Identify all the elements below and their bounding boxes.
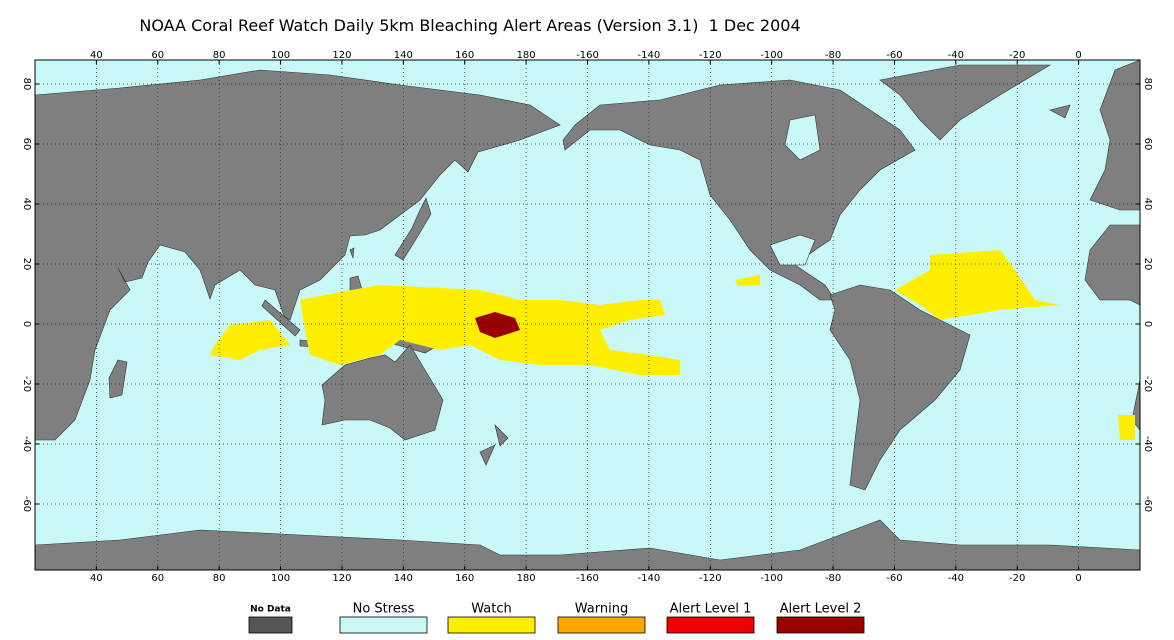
x-tick-label: 40 [90,50,103,61]
y-tick-label: 40 [21,198,32,211]
x-tick-label: 0 [1075,50,1081,61]
x-tick-label: 0 [1075,573,1081,584]
legend-label: Alert Level 1 [670,602,752,617]
alert-areas [210,250,1135,440]
iceland [1049,104,1071,119]
x-tick-label: -80 [825,50,841,61]
australia [321,344,444,441]
y-tick-label: -20 [21,376,32,392]
x-tick-label: -120 [699,573,722,584]
hudson-bay [784,114,821,161]
map-frame [34,59,1141,571]
legend-label: No Data [250,605,291,615]
y-tick-label: 0 [21,321,32,327]
watch-area [210,320,290,360]
x-tick-label: 60 [151,50,164,61]
sumatra [261,299,301,337]
y-tick-label: -20 [1142,376,1153,392]
x-tick-label: 180 [517,573,536,584]
y-tick-label: 20 [21,258,32,271]
x-tick-label: -40 [948,573,964,584]
x-tick-label: 80 [213,573,226,584]
x-tick-label: 140 [394,50,413,61]
map-title: NOAA Coral Reef Watch Daily 5km Bleachin… [139,16,801,35]
x-tick-label: 160 [455,50,474,61]
y-tick-label: 80 [1142,78,1153,91]
graticule: 40 40 60 60 80 80 100 100 120 120 140 140 160 160 180 1… [21,50,1153,584]
x-tick-label: -140 [638,573,661,584]
legend-swatch [248,616,293,634]
x-tick-label: 40 [90,573,103,584]
y-tick-label: 0 [1142,321,1153,327]
x-tick-label: -100 [760,573,783,584]
legend-swatch [666,616,755,634]
alert-area [475,312,520,338]
gulf-of-mexico [769,234,816,266]
x-tick-label: 160 [455,573,474,584]
x-tick-label: 180 [517,50,536,61]
y-tick-label: -60 [1142,496,1153,512]
legend-swatch [776,616,865,634]
new-zealand [479,424,509,466]
x-tick-label: -160 [576,50,599,61]
x-tick-label: 120 [332,50,351,61]
legend-swatch [447,616,536,634]
x-tick-label: -140 [638,50,661,61]
y-tick-label: 60 [21,138,32,151]
legend-swatch [557,616,646,634]
x-tick-label: 80 [213,50,226,61]
y-tick-label: 40 [1142,198,1153,211]
x-tick-label: -120 [699,50,722,61]
y-tick-label: -40 [1142,436,1153,452]
x-tick-label: 100 [271,573,290,584]
y-tick-label: 80 [21,78,32,91]
y-tick-label: -40 [21,436,32,452]
x-tick-label: 140 [394,573,413,584]
x-tick-label: -20 [1009,50,1025,61]
taiwan [349,247,355,259]
y-tick-label: 20 [1142,258,1153,271]
y-tick-label: -60 [21,496,32,512]
x-tick-label: -100 [760,50,783,61]
south-america [829,284,971,491]
x-tick-label: -60 [886,573,902,584]
x-tick-label: -40 [948,50,964,61]
x-tick-label: -160 [576,573,599,584]
x-tick-label: -20 [1009,573,1025,584]
legend-label: Watch [471,602,511,617]
legend-label: Alert Level 2 [780,602,862,617]
madagascar [108,359,128,399]
japan [394,197,432,261]
legend-swatch [339,616,428,634]
europe-africa-west [1084,59,1141,431]
watch-area [895,250,1060,320]
x-tick-label: 100 [271,50,290,61]
eurasia-africa [34,69,561,441]
legend-label: Warning [575,602,628,617]
y-tick-label: 60 [1142,138,1153,151]
x-tick-label: 60 [151,573,164,584]
x-tick-label: -60 [886,50,902,61]
legend-label: No Stress [353,602,415,617]
x-tick-label: 120 [332,573,351,584]
x-tick-label: -80 [825,573,841,584]
legend: No Data No Stress Watch Warning Alert Level … [248,602,865,634]
